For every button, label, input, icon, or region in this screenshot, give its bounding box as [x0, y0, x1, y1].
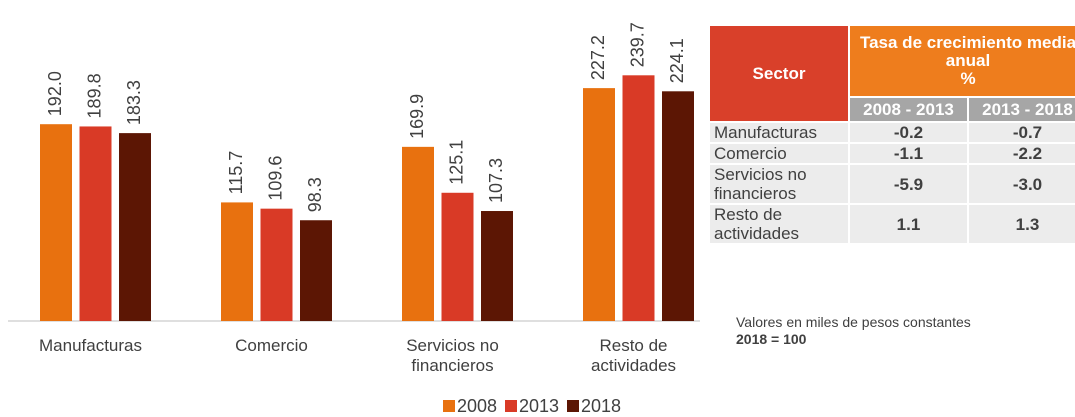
- value-cell: -1.1: [848, 142, 969, 165]
- sector-cell: Comercio: [708, 142, 850, 165]
- growth-table: Sector Tasa de crecimiento media anual% …: [708, 24, 1075, 245]
- table-row: Manufacturas -0.2 -0.7: [708, 121, 1075, 144]
- value-cell: -2.2: [967, 142, 1075, 165]
- period-cell: 2008 - 2013: [848, 96, 969, 123]
- bar: [40, 124, 72, 321]
- value-label: 227.2: [588, 35, 608, 80]
- sector-cell: Servicios no financieros: [708, 163, 850, 205]
- value-label: 189.8: [84, 73, 104, 118]
- table-row: Comercio -1.1 -2.2: [708, 142, 1075, 165]
- bar: [260, 208, 293, 321]
- value-label: 98.3: [305, 177, 325, 212]
- x-tick-label: Servicios no financieros: [406, 336, 499, 375]
- header-text: Tasa de crecimiento media anual: [859, 33, 1075, 70]
- bar: [441, 192, 474, 321]
- sector-cell: Resto de actividades: [708, 203, 850, 245]
- note: Valores en miles de pesos constantes 2018…: [736, 314, 971, 348]
- legend-swatch: [443, 400, 455, 412]
- bar: [402, 146, 434, 321]
- bar: [79, 126, 112, 321]
- value-label: 125.1: [446, 140, 466, 185]
- bar: [481, 211, 513, 321]
- legend-swatch: [505, 400, 517, 412]
- legend-label: 2013: [519, 396, 559, 416]
- note-text: Valores en miles de pesos constantes: [736, 314, 971, 330]
- table-row: Resto de actividades 1.1 1.3: [708, 203, 1075, 245]
- value-cell: -3.0: [967, 163, 1075, 205]
- value-cell: -0.7: [967, 121, 1075, 144]
- bar: [662, 91, 694, 321]
- bar: [300, 220, 332, 321]
- period-cell: 2013 - 2018: [967, 96, 1075, 123]
- value-label: 224.1: [667, 38, 687, 83]
- bar: [583, 88, 615, 322]
- value-label: 115.7: [226, 151, 246, 195]
- value-label: 239.7: [627, 22, 647, 67]
- x-tick-label: Resto de actividades: [590, 336, 677, 375]
- legend-label: 2008: [457, 396, 497, 416]
- value-cell: 1.3: [967, 203, 1075, 245]
- value-cell: -0.2: [848, 121, 969, 144]
- note-base: 2018 = 100: [736, 331, 807, 347]
- value-label: 107.3: [486, 158, 506, 203]
- header-unit: %: [960, 69, 976, 88]
- x-tick-label: Comercio: [235, 336, 308, 355]
- value-label: 192.0: [45, 71, 65, 116]
- legend-swatch: [567, 400, 579, 412]
- value-label: 169.9: [407, 94, 427, 139]
- value-label: 109.6: [265, 156, 285, 201]
- value-label: 183.3: [124, 80, 144, 125]
- header-cell: Tasa de crecimiento media anual%: [848, 24, 1075, 98]
- bar: [622, 75, 655, 322]
- table-row: Servicios no financieros -5.9 -3.0: [708, 163, 1075, 205]
- bar: [119, 133, 151, 321]
- value-cell: 1.1: [848, 203, 969, 245]
- sector-cell: Manufacturas: [708, 121, 850, 144]
- header-cell: Sector: [708, 24, 850, 123]
- legend-label: 2018: [581, 396, 621, 416]
- x-tick-label: Manufacturas: [39, 336, 142, 355]
- value-cell: -5.9: [848, 163, 969, 205]
- bar: [221, 202, 253, 321]
